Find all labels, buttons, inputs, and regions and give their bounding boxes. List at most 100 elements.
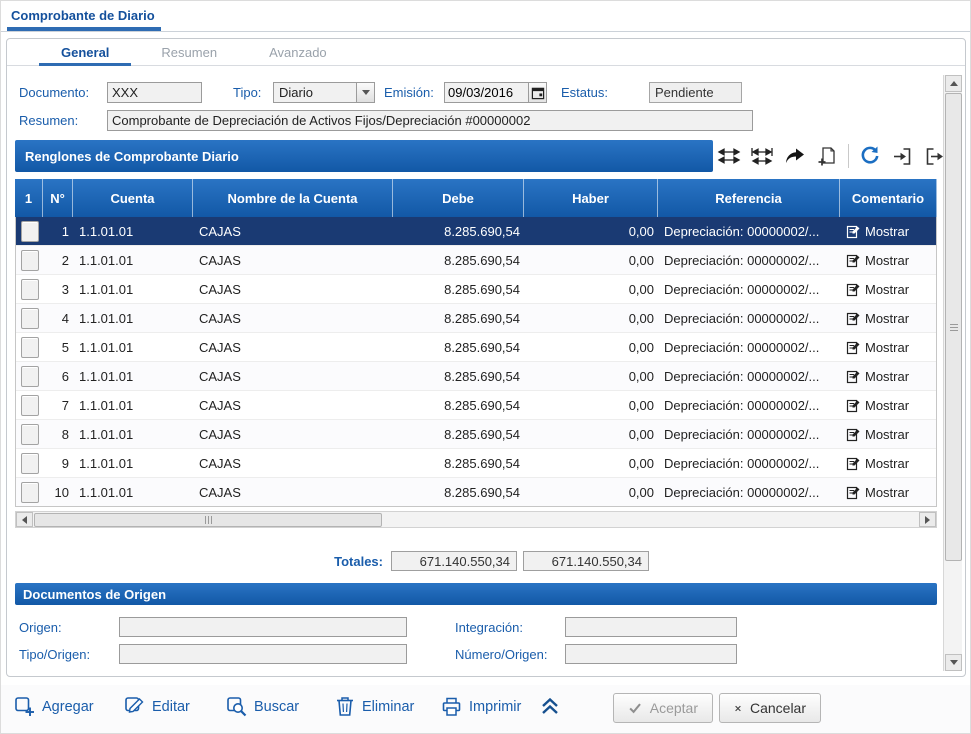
row-selector[interactable] [21,221,39,242]
comment-cell[interactable]: Mostrar [841,217,937,245]
mostrar-link[interactable]: Mostrar [865,398,909,413]
mostrar-link[interactable]: Mostrar [865,456,909,471]
agregar-button[interactable]: Agregar [13,695,94,718]
row-selector-cell[interactable] [16,275,44,303]
buscar-button[interactable]: Buscar [225,695,299,718]
row-selector[interactable] [21,482,39,503]
import-icon[interactable] [891,145,914,168]
imprimir-button[interactable]: Imprimir [440,695,521,718]
comment-cell[interactable]: Mostrar [841,362,937,390]
column-header-6[interactable]: Referencia [658,179,840,217]
tab-resumen[interactable]: Resumen [135,39,243,65]
refresh-icon[interactable] [858,144,882,168]
row-selector[interactable] [21,424,39,445]
row-selector[interactable] [21,366,39,387]
tipo-origen-input[interactable] [119,644,407,664]
comment-cell[interactable]: Mostrar [841,420,937,448]
row-selector-cell[interactable] [16,362,44,390]
comment-cell[interactable]: Mostrar [841,449,937,477]
comment-cell[interactable]: Mostrar [841,333,937,361]
aceptar-button[interactable]: Aceptar [613,693,713,723]
debit-cell: 8.285.690,54 [394,275,525,303]
vertical-scrollbar[interactable] [943,75,962,671]
integracion-input[interactable] [565,617,737,637]
scroll-down-button[interactable] [945,654,962,671]
mostrar-link[interactable]: Mostrar [865,253,909,268]
numero-origen-input[interactable] [565,644,737,664]
triangle-left-icon [22,516,27,524]
row-selector-cell[interactable] [16,304,44,332]
row-selector[interactable] [21,453,39,474]
vertical-scrollbar-thumb[interactable] [945,93,962,561]
table-row[interactable]: 41.1.01.01CAJAS8.285.690,540,00Depreciac… [16,304,936,333]
row-selector-cell[interactable] [16,420,44,448]
tipo-select[interactable]: Diario [273,82,375,103]
row-selector-cell[interactable] [16,333,44,361]
account-name-cell: CAJAS [194,449,394,477]
scroll-left-button[interactable] [16,512,33,527]
forward-icon[interactable] [783,146,807,166]
credit-cell: 0,00 [525,391,659,419]
table-row[interactable]: 71.1.01.01CAJAS8.285.690,540,00Depreciac… [16,391,936,420]
mostrar-link[interactable]: Mostrar [865,369,909,384]
fit-columns-icon[interactable] [717,146,741,166]
comment-cell[interactable]: Mostrar [841,478,937,506]
emision-input[interactable] [444,82,528,103]
row-selector-cell[interactable] [16,449,44,477]
fit-columns-all-icon[interactable] [750,146,774,166]
imprimir-label: Imprimir [469,699,521,715]
mostrar-link[interactable]: Mostrar [865,485,909,500]
mostrar-link[interactable]: Mostrar [865,282,909,297]
eliminar-button[interactable]: Eliminar [334,695,414,718]
comment-cell[interactable]: Mostrar [841,304,937,332]
origen-input[interactable] [119,617,407,637]
editar-button[interactable]: Editar [123,695,190,718]
comment-cell[interactable]: Mostrar [841,391,937,419]
tab-general[interactable]: General [35,39,135,65]
comment-cell[interactable]: Mostrar [841,246,937,274]
mostrar-link[interactable]: Mostrar [865,224,909,239]
horizontal-scrollbar-thumb[interactable] [34,513,382,527]
column-header-5[interactable]: Haber [524,179,658,217]
calendar-button[interactable] [528,82,547,103]
resumen-input[interactable] [107,110,753,131]
table-row[interactable]: 101.1.01.01CAJAS8.285.690,540,00Deprecia… [16,478,936,507]
column-header-1[interactable]: N° [43,179,73,217]
row-selector-cell[interactable] [16,478,44,506]
row-selector[interactable] [21,395,39,416]
table-row[interactable]: 81.1.01.01CAJAS8.285.690,540,00Depreciac… [16,420,936,449]
column-header-4[interactable]: Debe [393,179,524,217]
column-header-2[interactable]: Cuenta [73,179,193,217]
horizontal-scrollbar[interactable] [15,511,937,528]
row-selector[interactable] [21,250,39,271]
documento-input[interactable] [107,82,202,103]
scroll-up-button[interactable] [945,75,962,92]
scroll-right-button[interactable] [919,512,936,527]
mostrar-link[interactable]: Mostrar [865,427,909,442]
table-row[interactable]: 11.1.01.01CAJAS8.285.690,540,00Depreciac… [16,217,936,246]
tipo-dropdown-button[interactable] [356,82,375,103]
table-row[interactable]: 51.1.01.01CAJAS8.285.690,540,00Depreciac… [16,333,936,362]
row-selector-cell[interactable] [16,246,44,274]
table-row[interactable]: 91.1.01.01CAJAS8.285.690,540,00Depreciac… [16,449,936,478]
row-selector[interactable] [21,308,39,329]
add-document-icon[interactable] [816,145,839,168]
mostrar-link[interactable]: Mostrar [865,340,909,355]
tab-avanzado[interactable]: Avanzado [243,39,353,65]
row-selector-cell[interactable] [16,391,44,419]
row-selector-cell[interactable] [16,217,44,245]
column-header-7[interactable]: Comentario [840,179,937,217]
window-tab[interactable]: Comprobante de Diario [11,8,155,23]
column-header-0[interactable]: 1 [15,179,43,217]
row-number-cell: 1 [44,217,74,245]
table-row[interactable]: 31.1.01.01CAJAS8.285.690,540,00Depreciac… [16,275,936,304]
collapse-toolbar-button[interactable] [538,695,562,717]
cancelar-button[interactable]: Cancelar [719,693,821,723]
mostrar-link[interactable]: Mostrar [865,311,909,326]
comment-cell[interactable]: Mostrar [841,275,937,303]
row-selector[interactable] [21,337,39,358]
column-header-3[interactable]: Nombre de la Cuenta [193,179,393,217]
row-selector[interactable] [21,279,39,300]
table-row[interactable]: 61.1.01.01CAJAS8.285.690,540,00Depreciac… [16,362,936,391]
table-row[interactable]: 21.1.01.01CAJAS8.285.690,540,00Depreciac… [16,246,936,275]
